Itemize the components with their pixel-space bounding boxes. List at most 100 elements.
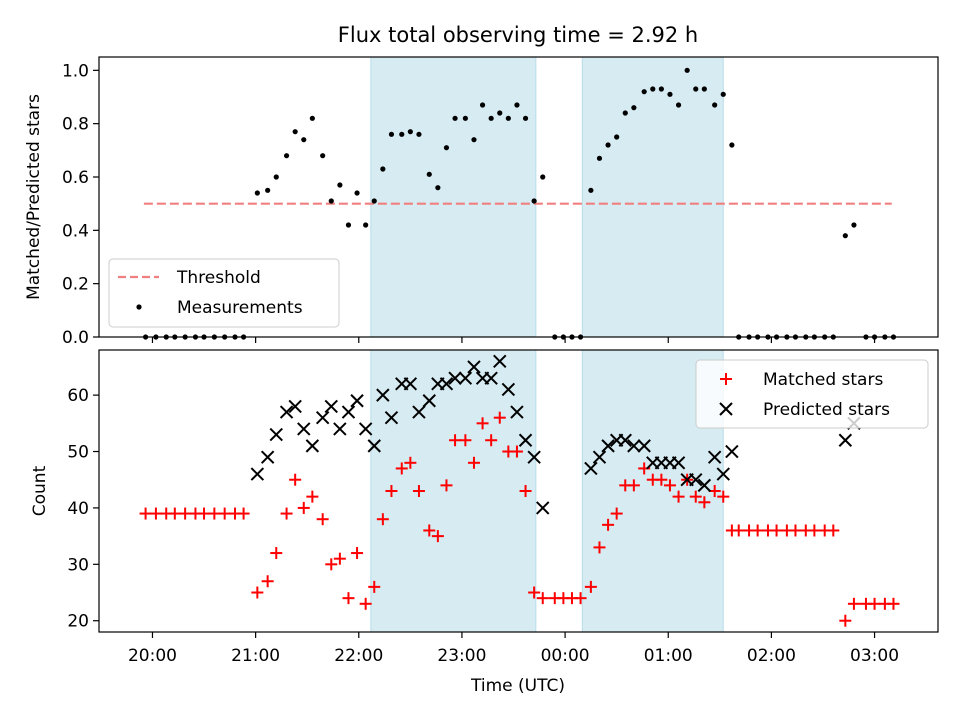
matched-star-point: [847, 597, 860, 610]
measurement-point: [505, 115, 511, 121]
predicted-star-point: [689, 473, 703, 487]
matched-star-point: [306, 490, 319, 503]
measurement-point: [514, 102, 520, 108]
matched-star-point: [351, 547, 364, 560]
matched-star-point: [485, 434, 498, 447]
predicted-star-point: [250, 467, 265, 481]
predicted-star-point: [725, 444, 739, 459]
predicted-star-point: [350, 394, 364, 408]
matched-star-point: [261, 575, 274, 588]
x-tick-label: 22:00: [334, 646, 383, 666]
x-axis-label: Time (UTC): [470, 676, 565, 696]
measurement-point: [337, 182, 343, 188]
matched-star-point: [280, 507, 293, 520]
top-panel: 0.0 0.2 0.4 0.6 0.8 1.0 Matched/Predicted sta…: [24, 56, 939, 348]
measurement-point: [416, 131, 422, 137]
matched-star-point: [536, 592, 549, 605]
bottom-y-axis-label: Count: [30, 465, 50, 516]
matched-star-point: [168, 507, 181, 520]
predicted-star-point: [458, 371, 473, 385]
matched-star-point: [376, 513, 389, 526]
measurement-point: [301, 137, 307, 143]
top-y-tick-label: 0.2: [62, 275, 89, 295]
matched-star-point: [584, 580, 597, 593]
measurement-point: [380, 166, 386, 172]
measurement-point: [842, 233, 848, 239]
predicted-star-point: [637, 439, 651, 453]
matched-star-point: [179, 507, 192, 520]
matched-star-point: [368, 580, 381, 593]
legend-threshold-label: Threshold: [176, 268, 261, 288]
matched-star-point: [412, 485, 425, 497]
top-measurement-points: [142, 67, 897, 340]
measurement-point: [265, 187, 271, 193]
predicted-star-point: [584, 461, 598, 476]
legend-measurements-label: Measurements: [177, 298, 303, 318]
top-shaded-regions: [370, 56, 724, 338]
predicted-star-point: [707, 450, 722, 464]
bottom-y-tick-label: 20: [67, 612, 89, 632]
measurement-point: [479, 102, 486, 108]
predicted-star-point: [341, 405, 356, 419]
measurement-point: [712, 102, 718, 108]
top-x-ticks: [151, 337, 876, 343]
bottom-shaded-window-1: [370, 349, 537, 633]
measurement-point: [320, 153, 326, 159]
bottom-panel: 20 30 40 50 60 20:00 21:00 22:00 23:00 00:00 01:0…: [30, 349, 939, 696]
top-y-tick-label: 0.6: [62, 168, 89, 188]
matched-star-point: [431, 530, 444, 543]
predicted-star-point: [412, 405, 426, 419]
x-tick-label: 02:00: [747, 646, 796, 666]
top-axes-frame: [98, 56, 939, 338]
predicted-star-point: [627, 439, 641, 453]
top-y-tick-label: 0.0: [62, 328, 89, 348]
bottom-x-ticks: 20:00 21:00 22:00 23:00 00:00 01:00 02:00 03:00: [128, 632, 899, 666]
top-shaded-window-1: [370, 56, 537, 338]
predicted-star-point: [297, 422, 311, 436]
predicted-star-point: [493, 354, 507, 368]
legend-measurements-swatch: [136, 304, 142, 310]
measurement-point: [631, 105, 637, 111]
matched-star-point: [751, 524, 764, 537]
matched-star-point: [627, 479, 640, 492]
predicted-star-point: [716, 467, 730, 481]
measurement-point: [371, 198, 377, 204]
measurement-point: [345, 222, 352, 228]
predicted-star-point: [448, 371, 462, 385]
bottom-y-tick-label: 60: [67, 386, 89, 406]
matched-star-point: [770, 524, 783, 537]
x-tick-label: 21:00: [231, 646, 280, 666]
measurement-point: [658, 86, 664, 92]
top-y-tick-label: 0.4: [62, 221, 89, 241]
matched-star-point: [839, 614, 852, 627]
bottom-axes-frame: [98, 349, 939, 633]
measurement-point: [328, 198, 334, 204]
bottom-legend-box: [695, 359, 929, 429]
bottom-y-tick-label: 50: [67, 443, 89, 463]
matched-star-point: [574, 592, 587, 605]
predicted-star-point: [671, 456, 686, 470]
matched-star-point: [139, 507, 152, 520]
matched-star-point: [198, 507, 211, 520]
matched-star-point: [593, 541, 606, 554]
chart-title: Flux total observing time = 2.92 h: [338, 23, 698, 47]
matched-star-point: [459, 434, 472, 447]
matched-star-point: [789, 524, 802, 537]
measurement-point: [588, 187, 594, 193]
predicted-star-point: [384, 410, 399, 425]
matched-star-point: [493, 411, 506, 424]
measurement-point: [720, 91, 726, 97]
predicted-star-point: [592, 450, 607, 464]
measurement-point: [471, 137, 477, 143]
matched-star-point: [289, 473, 302, 486]
measurement-point: [309, 115, 315, 121]
predicted-star-point: [439, 377, 454, 391]
measurement-point: [641, 89, 647, 95]
measurement-point: [292, 129, 298, 135]
x-tick-label: 20:00: [128, 646, 177, 666]
measurement-point: [443, 145, 450, 151]
predicted-star-point: [279, 405, 294, 419]
top-y-axis-label: Matched/Predicted stars: [24, 94, 44, 300]
predicted-star-point: [269, 427, 283, 442]
measurement-point: [614, 134, 620, 140]
